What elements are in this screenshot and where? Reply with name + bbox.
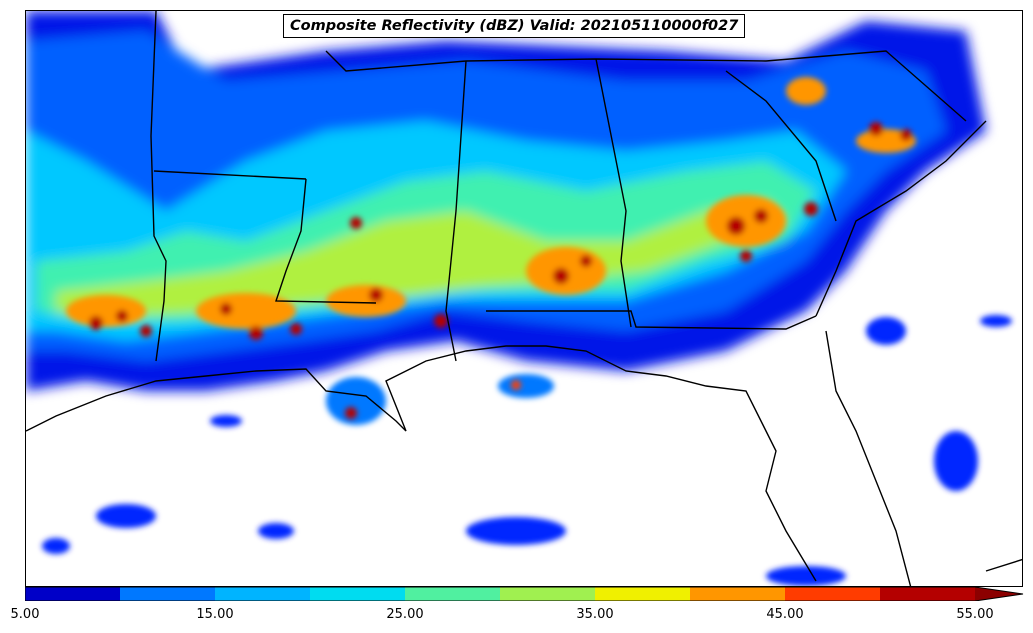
colorbar-outline: [25, 587, 1024, 601]
colorbar-tick-label: 45.00: [766, 607, 804, 622]
reflectivity-map: [26, 11, 1022, 586]
colorbar-tick-label: 55.00: [956, 607, 994, 622]
carolina-border: [765, 50, 967, 122]
convective-cores: [66, 77, 916, 419]
colorbar-segment: [785, 587, 881, 601]
mississippi-river-border: [275, 178, 377, 304]
colorbar-tick-label: 25.00: [386, 607, 424, 622]
texas-louisiana-border: [150, 135, 167, 362]
mississippi-alabama-border: [445, 60, 467, 362]
atlantic-coastline: [815, 120, 987, 317]
colorbar-segment: [500, 587, 596, 601]
florida-east-coast: [825, 330, 912, 586]
tennessee-border: [325, 50, 767, 72]
cuba-coast: [985, 558, 1022, 572]
map-title: Composite Reflectivity (dBZ) Valid: 2021…: [283, 14, 746, 38]
colorbar: [25, 587, 1024, 601]
colorbar-tick-label: 15.00: [196, 607, 234, 622]
boundary-lines: [26, 11, 1022, 586]
colorbar-segment: [310, 587, 406, 601]
colorbar-segment: [215, 587, 311, 601]
colorbar-segment: [120, 587, 216, 601]
alabama-georgia-border: [595, 58, 632, 328]
colorbar-segment: [595, 587, 691, 601]
colorbar-segment: [405, 587, 501, 601]
colorbar-extend-arrow: [975, 587, 1023, 601]
georgia-florida-border: [486, 310, 817, 330]
colorbar-segment: [690, 587, 786, 601]
georgia-carolina-border: [725, 70, 837, 222]
light-precipitation-region: [26, 11, 986, 391]
isolated-cells: [42, 315, 1012, 586]
colorbar-tick-label: 5.00: [10, 607, 40, 622]
colorbar-tick-label: 35.00: [576, 607, 614, 622]
map-panel: [25, 10, 1023, 587]
colorbar-segment: [25, 587, 121, 601]
arkansas-border-north: [150, 11, 157, 137]
arkansas-louisiana-border: [153, 170, 307, 180]
gulf-coastline: [26, 345, 817, 582]
colorbar-segment: [880, 587, 976, 601]
